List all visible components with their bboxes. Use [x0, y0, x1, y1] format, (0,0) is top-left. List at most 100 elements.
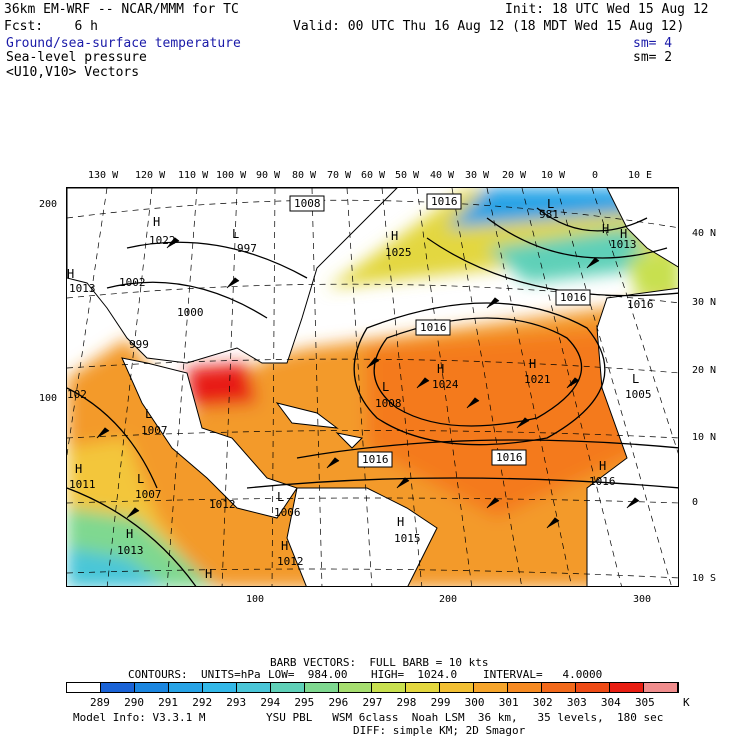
sst-cool-pacific-2 [67, 548, 165, 586]
physics-info: YSU PBL WSM 6class Noah LSM 36 km, 35 le… [266, 711, 664, 724]
colorbar-label: 299 [430, 696, 451, 709]
colorbar-segment [576, 683, 610, 692]
pressure-label: 1016 [627, 298, 654, 311]
svg-text:1016: 1016 [431, 195, 458, 208]
init-time: Init: 18 UTC Wed 15 Aug 12 [505, 2, 709, 17]
lon-line [221, 188, 238, 586]
lat-label: 10 N [692, 432, 717, 443]
pressure-label: 1008 [289, 195, 325, 212]
lon-line [521, 188, 622, 586]
wind-barb [486, 297, 500, 309]
colorbar-segment [372, 683, 407, 692]
colorbar-segment [440, 683, 475, 692]
south-america [286, 487, 438, 586]
wind-barb [566, 377, 580, 389]
forecast-hour: Fcst: 6 h [4, 19, 98, 34]
colorbar-unit: K [683, 696, 690, 709]
contour-high: HIGH= 1024.0 [371, 668, 458, 681]
wind-barb [626, 497, 640, 509]
colorbar-segment [100, 683, 135, 692]
colorbar-segment [474, 683, 509, 692]
lon-label: 110 W [178, 170, 209, 181]
wind-barb [546, 517, 560, 529]
diffusion-info: DIFF: simple KM; 2D Smagor [353, 724, 526, 737]
svg-text:1016: 1016 [362, 453, 389, 466]
pressure-label: 1016 [555, 289, 591, 306]
lon-label: 0 [592, 170, 599, 181]
pressure-label: 1016 [426, 193, 462, 210]
graticule [67, 188, 678, 586]
low-pressure-marker: L [277, 490, 284, 504]
svg-text:1016: 1016 [420, 321, 447, 334]
lon-line [486, 188, 572, 586]
pressure-label: 999 [129, 338, 149, 351]
colorbar-segment [270, 683, 305, 692]
lon-line [381, 188, 423, 586]
colorbar-segment [338, 683, 373, 692]
contour-interval: INTERVAL= 4.0000 [483, 668, 603, 681]
svg-text:1016: 1016 [496, 451, 523, 464]
colorbar-label: 295 [294, 696, 315, 709]
wind-barb [226, 277, 240, 289]
pressure-label: 1022 [149, 234, 176, 247]
lat-line [67, 199, 678, 229]
wind-barb [166, 237, 180, 249]
colorbar-label: 296 [328, 696, 349, 709]
contours-label: CONTOURS: [128, 668, 188, 681]
sst-field [67, 188, 678, 586]
high-pressure-marker: H [620, 227, 627, 241]
lat-label: 0 [692, 497, 699, 508]
low-pressure-marker: L [382, 380, 389, 394]
high-pressure-marker: H [153, 215, 160, 229]
colorbar-segment [67, 683, 101, 692]
low-pressure-marker: L [145, 407, 152, 421]
sst-mediterranean [627, 248, 678, 298]
pressure-label: 1016 [491, 449, 527, 466]
colorbar-label: 303 [566, 696, 587, 709]
grid-x-tick: 300 [633, 594, 652, 605]
colorbar-segment [643, 683, 678, 692]
model-info: Model Info: V3.3.1 M [73, 711, 206, 724]
lat-label: 30 N [692, 297, 717, 308]
lon-label: 40 W [430, 170, 455, 181]
lon-label: 50 W [395, 170, 420, 181]
europe [606, 188, 678, 268]
high-pressure-marker: H [602, 222, 609, 236]
pressure-label: 1015 [394, 532, 421, 545]
model-title: 36km EM-WRF -- NCAR/MMM for TC [4, 2, 239, 17]
pressure-label: 1000 [177, 306, 204, 319]
isobar [106, 281, 268, 319]
lon-line [106, 188, 153, 586]
valid-time: Valid: 00 UTC Thu 16 Aug 12 (18 MDT Wed … [293, 19, 685, 34]
wind-barb [126, 507, 140, 519]
map-svg: 1008 1016 1016 1016 1016 1016 1002 1000 … [67, 188, 678, 586]
wind-barb [396, 477, 410, 489]
land-masses [67, 188, 678, 586]
temperature-colorbar [66, 682, 679, 693]
pressure-label: 1006 [274, 506, 301, 519]
colorbar-segment [202, 683, 237, 692]
pressure-label: 1007 [141, 424, 168, 437]
contour-low: LOW= 984.00 [268, 668, 348, 681]
cuba [275, 402, 339, 429]
pressure-contours [67, 207, 678, 586]
svg-text:1016: 1016 [560, 291, 587, 304]
pressure-label: 1005 [625, 388, 652, 401]
colorbar-label: 302 [532, 696, 553, 709]
lon-line [166, 188, 198, 586]
colorbar-label: 293 [226, 696, 247, 709]
wind-barb [326, 457, 340, 469]
pressure-label: 1012 [209, 498, 236, 511]
pressure-label: 1016 [589, 475, 616, 488]
colorbar-segment [542, 683, 577, 692]
pressure-label: 1013 [117, 544, 144, 557]
colorbar-segment [236, 683, 271, 692]
low-pressure-marker: L [137, 472, 144, 486]
wind-barb [466, 397, 480, 409]
grid-x-tick: 200 [439, 594, 458, 605]
weather-map: 1008 1016 1016 1016 1016 1016 1002 1000 … [66, 187, 679, 587]
lon-label: 70 W [327, 170, 352, 181]
colorbar-label: 291 [158, 696, 179, 709]
high-pressure-marker: H [599, 459, 606, 473]
lon-line [451, 188, 523, 586]
